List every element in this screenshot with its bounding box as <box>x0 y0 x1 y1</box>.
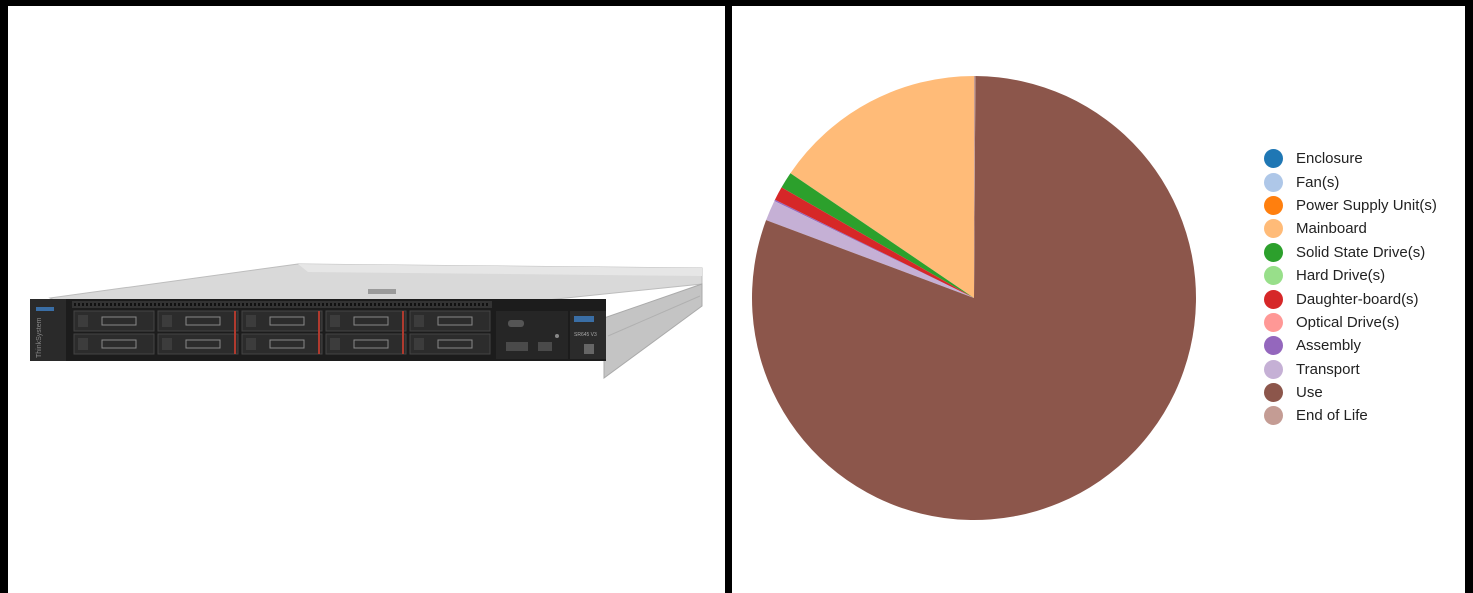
drive-bay <box>157 310 239 332</box>
legend-swatch <box>1264 383 1283 403</box>
legend-item: Use <box>1264 381 1437 404</box>
legend-item: Solid State Drive(s) <box>1264 241 1437 264</box>
legend-item: Power Supply Unit(s) <box>1264 194 1437 217</box>
legend-label: Power Supply Unit(s) <box>1296 196 1437 214</box>
legend-swatch <box>1264 219 1283 239</box>
legend-item: Daughter-board(s) <box>1264 287 1437 310</box>
legend-label: Daughter-board(s) <box>1296 290 1419 308</box>
legend-label: Assembly <box>1296 337 1362 355</box>
pie-slice-end-of-life <box>974 76 976 298</box>
pie-slice-transport <box>766 200 974 298</box>
drive-bay <box>73 333 155 355</box>
drive-bay <box>157 333 239 355</box>
bezel-model-text: SR645 V3 <box>574 332 597 338</box>
drive-bay <box>241 310 323 332</box>
bezel-brand-text: ThinkSystem <box>36 317 43 358</box>
legend-item: Assembly <box>1264 334 1437 357</box>
drive-bay <box>325 310 407 332</box>
legend-item: Fan(s) <box>1264 170 1437 193</box>
legend-swatch <box>1264 149 1283 169</box>
legend-label: Use <box>1296 384 1323 402</box>
legend-swatch <box>1264 195 1283 215</box>
drive-bay <box>241 333 323 355</box>
front-vent <box>74 303 488 306</box>
pie-slice-solid-state-drive-s <box>781 173 974 298</box>
rack-server-image: ThinkSystem SR645 V3 <box>30 263 703 379</box>
pie-slice-assembly <box>774 199 974 298</box>
chart-legend: Enclosure Fan(s) Power Supply Unit(s) Mainb… <box>1264 147 1437 428</box>
pie-chart <box>752 76 1196 520</box>
legend-swatch <box>1264 406 1283 426</box>
legend-item: Hard Drive(s) <box>1264 264 1437 287</box>
drive-bay <box>325 333 407 355</box>
chart-panel: Enclosure Fan(s) Power Supply Unit(s) Mainb… <box>732 6 1465 593</box>
product-image-panel: ThinkSystem SR645 V3 <box>8 6 725 593</box>
legend-label: Hard Drive(s) <box>1296 267 1386 285</box>
pie-slice-mainboard <box>790 76 974 298</box>
legend-swatch <box>1264 289 1283 309</box>
legend-swatch <box>1264 312 1283 332</box>
legend-label: Transport <box>1296 360 1360 378</box>
pie-slice-daughter-board-s <box>774 187 974 298</box>
legend-item: Mainboard <box>1264 217 1437 240</box>
legend-item: Transport <box>1264 358 1437 381</box>
drive-bay <box>409 310 491 332</box>
legend-label: Fan(s) <box>1296 173 1340 191</box>
legend-label: Enclosure <box>1296 150 1363 168</box>
legend-label: Optical Drive(s) <box>1296 313 1400 331</box>
pie-slice-use <box>752 76 1196 520</box>
legend-label: Mainboard <box>1296 220 1367 238</box>
drive-bay-grid <box>73 310 491 355</box>
legend-swatch <box>1264 359 1283 379</box>
legend-label: Solid State Drive(s) <box>1296 243 1426 261</box>
legend-item: End of Life <box>1264 404 1437 427</box>
legend-item: Optical Drive(s) <box>1264 311 1437 334</box>
legend-swatch <box>1264 266 1283 286</box>
drive-bay <box>73 310 155 332</box>
legend-swatch <box>1264 172 1283 192</box>
legend-item: Enclosure <box>1264 147 1437 170</box>
legend-label: End of Life <box>1296 407 1368 425</box>
drive-bay <box>409 333 491 355</box>
legend-swatch <box>1264 242 1283 262</box>
legend-swatch <box>1264 336 1283 356</box>
